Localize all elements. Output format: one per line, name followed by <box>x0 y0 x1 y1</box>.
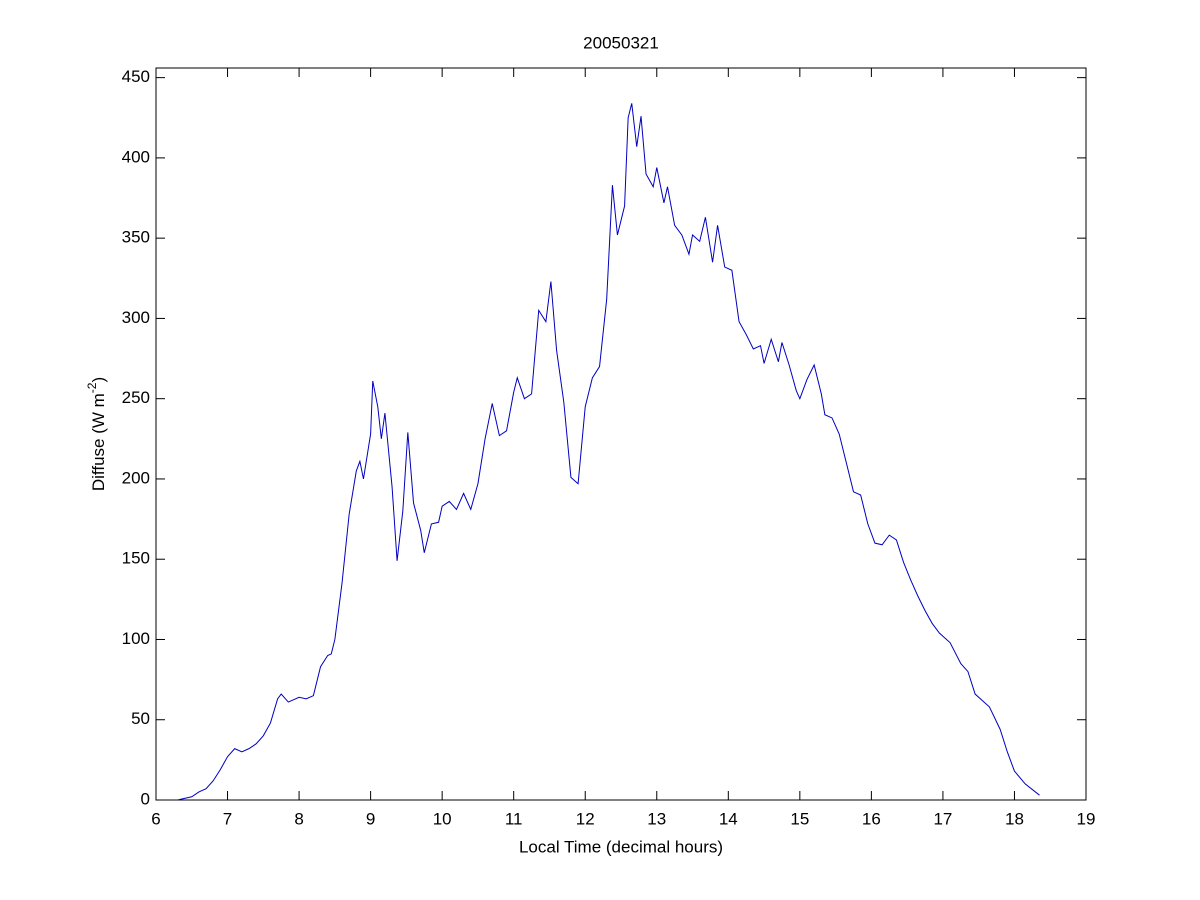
y-axis-label-suffix: ) <box>89 377 108 383</box>
x-tick-label: 19 <box>1077 809 1096 828</box>
x-tick-label: 18 <box>1005 809 1024 828</box>
x-tick-label: 15 <box>790 809 809 828</box>
x-tick-label: 13 <box>647 809 666 828</box>
y-tick-label: 300 <box>122 308 150 327</box>
x-tick-label: 12 <box>576 809 595 828</box>
x-tick-label: 8 <box>294 809 303 828</box>
y-tick-label: 200 <box>122 468 150 487</box>
x-axis-label: Local Time (decimal hours) <box>519 837 723 856</box>
y-tick-label: 50 <box>131 709 150 728</box>
y-tick-label: 450 <box>122 67 150 86</box>
y-tick-label: 400 <box>122 147 150 166</box>
y-axis-label: Diffuse (W m-2) <box>85 377 108 491</box>
plot-box <box>155 67 1087 801</box>
y-tick-label: 150 <box>122 549 150 568</box>
y-tick-label: 0 <box>141 789 150 808</box>
y-tick-label: 250 <box>122 388 150 407</box>
x-tick-label: 9 <box>366 809 375 828</box>
x-tick-label: 16 <box>862 809 881 828</box>
x-tick-label: 7 <box>223 809 232 828</box>
x-tick-label: 14 <box>719 809 738 828</box>
x-tick-label: 10 <box>433 809 452 828</box>
x-tick-label: 17 <box>933 809 952 828</box>
y-axis-label-main: Diffuse (W m <box>89 393 108 491</box>
data-line <box>177 103 1040 801</box>
x-tick-label: 6 <box>151 809 160 828</box>
x-tick-label: 11 <box>505 809 523 828</box>
y-tick-label: 350 <box>122 228 150 247</box>
chart-title: 20050321 <box>583 33 659 52</box>
y-axis-label-superscript: -2 <box>85 382 99 393</box>
y-tick-label: 100 <box>122 629 150 648</box>
